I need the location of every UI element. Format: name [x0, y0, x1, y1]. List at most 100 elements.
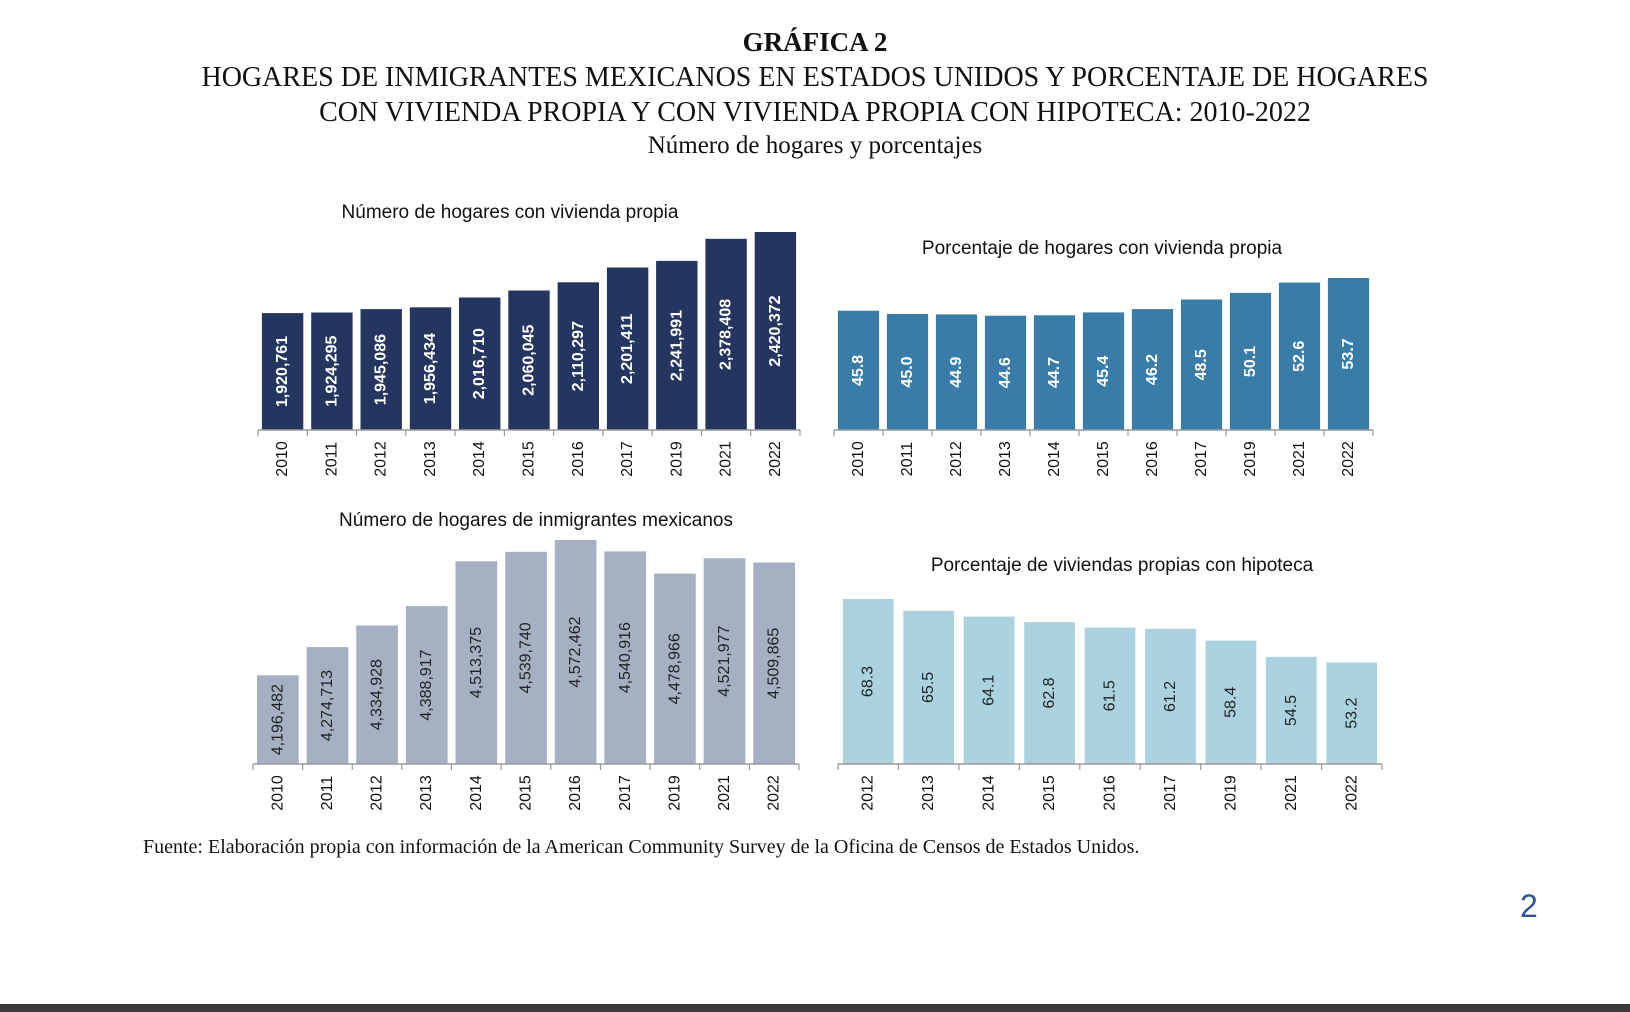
data-label-owned-households-2019: 2,241,991: [668, 310, 685, 381]
bar-owned-households-2015: [508, 290, 550, 430]
chart-mortgage-rate: Porcentaje de viviendas propias con hipo…: [837, 555, 1383, 811]
bar-ownership-rate-2013: [984, 315, 1027, 430]
chart-title-owned-households: Número de hogares con vivienda propia: [342, 202, 679, 223]
bar-owned-households-2013: [409, 307, 452, 430]
bar-owned-households-2014: [459, 297, 501, 430]
x-tick-label-mortgage-rate-2021: 2021: [1283, 775, 1300, 811]
x-tick-label-owned-households-2019: 2019: [668, 441, 685, 477]
data-label-owned-households-2017: 2,201,411: [619, 314, 636, 384]
bar-owned-households-2021: [705, 238, 747, 430]
x-tick-label-mexican-households-2011: 2011: [319, 776, 336, 811]
bar-mexican-households-2010: [257, 675, 299, 764]
x-tick-label-mortgage-rate-2017: 2017: [1162, 775, 1179, 811]
bar-ownership-rate-2017: [1180, 299, 1223, 430]
x-tick-label-mexican-households-2022: 2022: [766, 775, 783, 811]
x-tick-label-mexican-households-2021: 2021: [716, 775, 733, 811]
data-label-owned-households-2016: 2,110,297: [570, 321, 587, 391]
bar-mortgage-rate-2014: [963, 616, 1015, 764]
data-label-owned-households-2022: 2,420,372: [767, 295, 784, 366]
data-label-ownership-rate-2013: 44.6: [997, 357, 1014, 388]
x-tick-label-mexican-households-2014: 2014: [468, 775, 485, 811]
figure-label: GRÁFICA 2: [742, 27, 888, 57]
figure-title-line-2: CON VIVIENDA PROPIA Y CON VIVIENDA PROPI…: [319, 97, 1311, 128]
bar-mortgage-rate-2022: [1326, 662, 1378, 764]
bar-ownership-rate-2010: [837, 310, 880, 430]
bar-mexican-households-2022: [753, 562, 795, 764]
x-tick-label-mexican-households-2015: 2015: [518, 775, 535, 811]
x-tick-label-mortgage-rate-2019: 2019: [1222, 775, 1239, 811]
bar-mexican-households-2015: [505, 551, 547, 764]
data-label-mexican-households-2012: 4,334,928: [369, 659, 386, 730]
bar-mexican-households-2021: [703, 558, 746, 764]
data-label-owned-households-2015: 2,060,045: [521, 325, 538, 396]
page-number: 2: [1520, 888, 1538, 924]
x-tick-label-mortgage-rate-2022: 2022: [1343, 775, 1360, 811]
data-label-mexican-households-2014: 4,513,375: [468, 627, 485, 698]
data-label-mexican-households-2013: 4,388,917: [418, 649, 435, 720]
x-tick-label-ownership-rate-2017: 2017: [1193, 441, 1210, 477]
data-label-mexican-households-2010: 4,196,482: [269, 684, 286, 755]
bar-owned-households-2019: [656, 260, 698, 430]
bar-owned-households-2022: [754, 232, 797, 430]
x-tick-label-ownership-rate-2021: 2021: [1291, 441, 1308, 477]
bar-ownership-rate-2014: [1033, 315, 1076, 430]
x-tick-label-ownership-rate-2014: 2014: [1046, 441, 1063, 477]
figure-title-line-1: HOGARES DE INMIGRANTES MEXICANOS EN ESTA…: [201, 62, 1429, 93]
data-label-ownership-rate-2017: 48.5: [1193, 349, 1210, 380]
bar-owned-households-2010: [261, 313, 304, 430]
x-tick-label-mexican-households-2016: 2016: [567, 775, 584, 811]
bar-mexican-households-2011: [306, 647, 349, 764]
x-tick-label-owned-households-2017: 2017: [619, 441, 636, 477]
data-label-mortgage-rate-2013: 65.5: [920, 672, 937, 703]
bar-owned-households-2011: [311, 312, 353, 430]
data-label-mexican-households-2017: 4,540,916: [617, 622, 634, 693]
bar-owned-households-2017: [606, 267, 649, 430]
x-tick-label-owned-households-2014: 2014: [471, 441, 488, 477]
data-label-ownership-rate-2016: 46.2: [1144, 354, 1161, 385]
chart-title-ownership-rate: Porcentaje de hogares con vivienda propi…: [922, 238, 1283, 259]
x-tick-label-ownership-rate-2013: 2013: [997, 441, 1014, 477]
data-label-ownership-rate-2012: 44.9: [948, 357, 965, 388]
bar-owned-households-2012: [360, 309, 402, 430]
bar-ownership-rate-2011: [886, 314, 929, 430]
figure-subtitle: Número de hogares y porcentajes: [647, 132, 983, 159]
x-tick-label-owned-households-2021: 2021: [718, 441, 735, 477]
chart-mexican-households: Número de hogares de inmigrantes mexican…: [252, 510, 800, 811]
x-tick-label-mortgage-rate-2014: 2014: [981, 775, 998, 811]
bar-mexican-households-2012: [356, 625, 398, 764]
data-label-mortgage-rate-2019: 58.4: [1222, 687, 1239, 718]
chart-owned-households: Número de hogares con vivienda propia 1,9…: [257, 202, 801, 477]
bar-mexican-households-2016: [554, 540, 597, 764]
x-tick-label-mortgage-rate-2016: 2016: [1102, 775, 1119, 811]
chart-ownership-rate: Porcentaje de hogares con vivienda propi…: [833, 238, 1374, 477]
bar-ownership-rate-2022: [1327, 278, 1370, 430]
x-tick-label-owned-households-2016: 2016: [570, 441, 587, 477]
data-label-mexican-households-2016: 4,572,462: [567, 616, 584, 687]
data-label-mortgage-rate-2014: 64.1: [981, 675, 998, 706]
data-label-ownership-rate-2021: 52.6: [1291, 341, 1308, 372]
data-label-ownership-rate-2010: 45.8: [850, 355, 867, 386]
data-label-mexican-households-2021: 4,521,977: [716, 625, 733, 696]
x-tick-label-owned-households-2011: 2011: [323, 442, 340, 477]
data-label-owned-households-2012: 1,945,086: [373, 334, 390, 405]
bar-mortgage-rate-2019: [1205, 640, 1257, 764]
bar-mexican-households-2017: [604, 551, 647, 764]
bar-mortgage-rate-2021: [1265, 656, 1317, 764]
data-label-ownership-rate-2015: 45.4: [1095, 356, 1112, 387]
bar-mexican-households-2013: [405, 606, 448, 764]
bar-owned-households-2016: [557, 282, 599, 430]
data-label-mexican-households-2022: 4,509,865: [766, 628, 783, 699]
data-label-mortgage-rate-2017: 61.2: [1162, 681, 1179, 712]
data-label-mexican-households-2015: 4,539,740: [518, 622, 535, 693]
bar-ownership-rate-2021: [1278, 282, 1321, 430]
x-tick-label-ownership-rate-2012: 2012: [948, 441, 965, 477]
data-label-owned-households-2014: 2,016,710: [471, 328, 488, 399]
x-tick-label-ownership-rate-2015: 2015: [1095, 441, 1112, 477]
x-tick-label-ownership-rate-2019: 2019: [1242, 441, 1259, 477]
figure-heading: GRÁFICA 2 HOGARES DE INMIGRANTES MEXICAN…: [0, 24, 1630, 162]
x-tick-label-mortgage-rate-2013: 2013: [920, 775, 937, 811]
x-tick-label-owned-households-2012: 2012: [373, 441, 390, 477]
bar-ownership-rate-2015: [1082, 312, 1125, 430]
x-tick-label-owned-households-2015: 2015: [521, 441, 538, 477]
